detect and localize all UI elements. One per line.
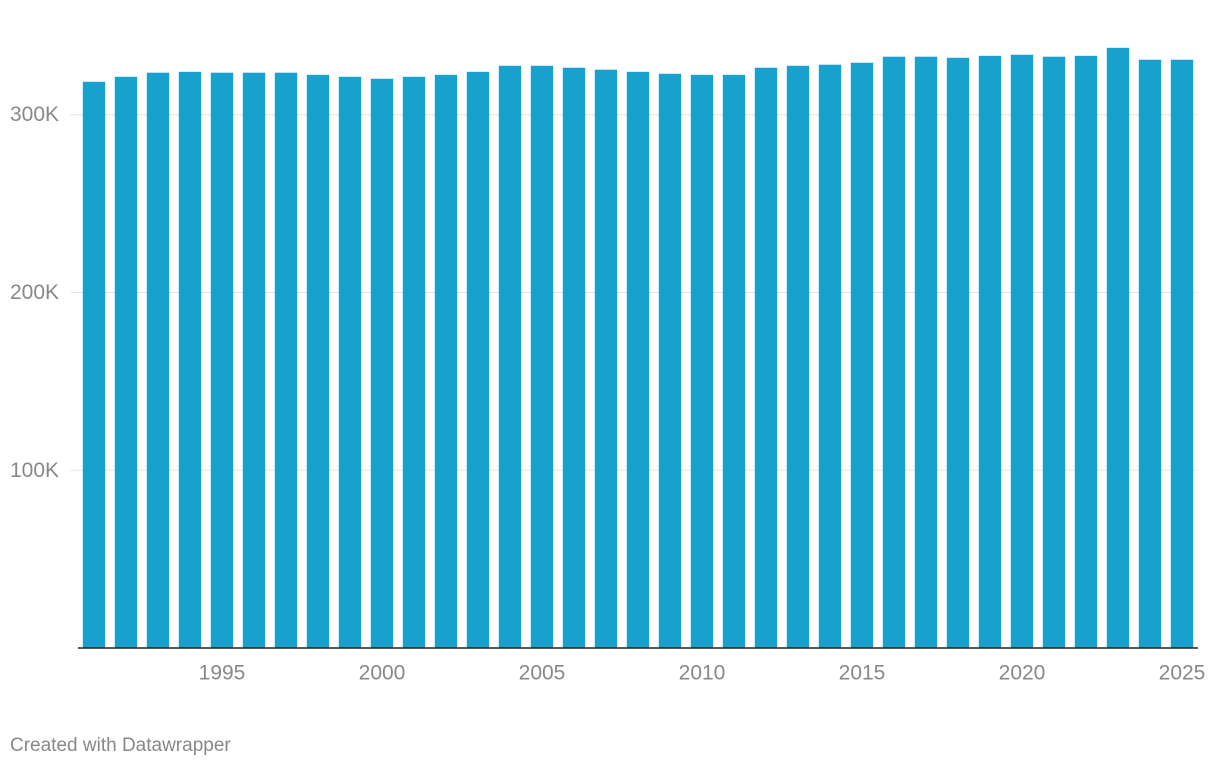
bar <box>818 64 842 648</box>
bar <box>786 65 810 649</box>
bar <box>690 74 714 649</box>
bar <box>402 76 426 649</box>
x-tick-label: 2015 <box>839 662 886 685</box>
bar <box>274 72 298 648</box>
bar <box>754 67 778 648</box>
bar <box>978 55 1002 649</box>
bar <box>242 72 266 648</box>
bar <box>338 76 362 649</box>
footer: Created with Datawrapper <box>10 735 231 756</box>
bar <box>1010 54 1034 648</box>
bar <box>82 81 106 649</box>
bar <box>850 62 874 648</box>
bar <box>1170 59 1194 648</box>
y-tick-label: 200K <box>10 281 59 304</box>
bar <box>1074 55 1098 649</box>
bar <box>1106 47 1130 649</box>
x-tick-label: 2020 <box>999 662 1046 685</box>
bar <box>114 76 138 649</box>
x-tick-label: 2010 <box>679 662 726 685</box>
bar <box>466 71 490 649</box>
y-tick-label: 300K <box>10 103 59 126</box>
bar <box>498 65 522 649</box>
x-tick-label: 2025 <box>1159 662 1206 685</box>
bar <box>210 72 234 648</box>
bar <box>914 56 938 648</box>
bar <box>562 67 586 648</box>
bar <box>178 71 202 649</box>
bar <box>530 65 554 649</box>
bar <box>658 73 682 649</box>
y-tick-label: 100K <box>10 459 59 482</box>
bar <box>722 74 746 649</box>
bar <box>306 74 330 649</box>
bar <box>1042 56 1066 648</box>
x-tick-label: 2000 <box>359 662 406 685</box>
x-tick-label: 1995 <box>199 662 246 685</box>
bar <box>594 69 618 648</box>
bar <box>1138 59 1162 648</box>
bar <box>146 72 170 648</box>
x-tick-label: 2005 <box>519 662 566 685</box>
bar <box>946 57 970 649</box>
bar <box>882 56 906 648</box>
bar <box>626 71 650 649</box>
bar <box>370 78 394 648</box>
bar <box>434 74 458 649</box>
